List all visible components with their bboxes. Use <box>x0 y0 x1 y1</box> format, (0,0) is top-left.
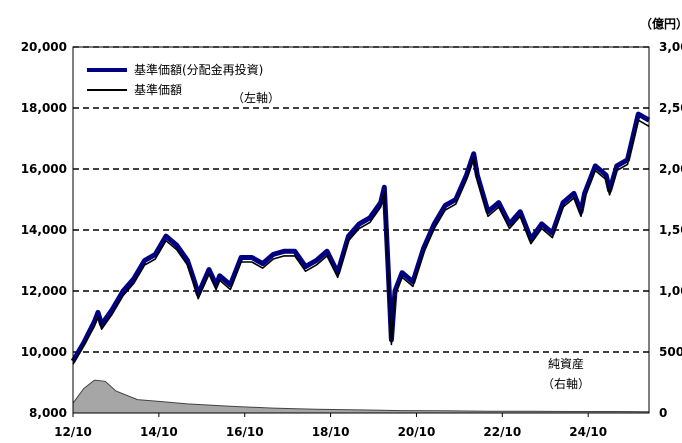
right-tick-label: 3,00 <box>659 40 682 54</box>
legend-label-reinvested: 基準価額(分配金再投資) <box>134 62 263 77</box>
left-tick-label: 16,000 <box>21 162 67 176</box>
left-tick-label: 18,000 <box>21 101 67 115</box>
x-tick-label: 16/10 <box>226 425 264 439</box>
left-axis-ticks: 8,000 10,000 12,000 14,000 16,000 18,000 20,00… <box>21 40 67 420</box>
right-tick-label: 1,50 <box>659 223 682 237</box>
plot-series <box>70 111 651 414</box>
right-tick-label: 0 <box>659 406 667 420</box>
left-tick-label: 14,000 <box>21 223 67 237</box>
left-tick-label: 20,000 <box>21 40 67 54</box>
left-tick-label: 12,000 <box>21 284 67 298</box>
x-tick-label: 18/10 <box>312 425 350 439</box>
right-tick-label: 2,00 <box>659 162 682 176</box>
plot-frame <box>72 46 650 414</box>
net-assets-annotation-2: （右軸） <box>542 376 590 391</box>
series-net-assets-area <box>72 379 650 414</box>
series-nav-line <box>72 119 650 365</box>
right-tick-label: 1,00 <box>659 284 682 298</box>
legend-label-nav: 基準価額 <box>134 82 182 97</box>
right-axis-ticks: 0 500 1,00 1,50 2,00 2,50 3,00 <box>659 40 682 420</box>
series-reinvested-line <box>70 111 651 363</box>
net-assets-annotation-1: 純資産 <box>548 356 584 371</box>
x-tick-label: 14/10 <box>140 425 178 439</box>
x-tick-label: 20/10 <box>398 425 436 439</box>
x-tick-label: 12/10 <box>54 425 92 439</box>
left-tick-label: 10,000 <box>21 345 67 359</box>
right-axis-unit: （億円） <box>640 16 682 31</box>
legend-axis-note: （左軸） <box>232 90 280 105</box>
right-tick-label: 2,50 <box>659 101 682 115</box>
right-tick-label: 500 <box>659 345 682 359</box>
x-tick-label: 24/10 <box>569 425 607 439</box>
x-axis-ticks: 12/10 14/10 16/10 18/10 20/10 22/10 24/10 <box>54 413 607 439</box>
legend: 基準価額(分配金再投資) 基準価額 （左軸） <box>87 62 280 105</box>
left-tick-label: 8,000 <box>29 406 67 420</box>
x-tick-label: 22/10 <box>483 425 521 439</box>
